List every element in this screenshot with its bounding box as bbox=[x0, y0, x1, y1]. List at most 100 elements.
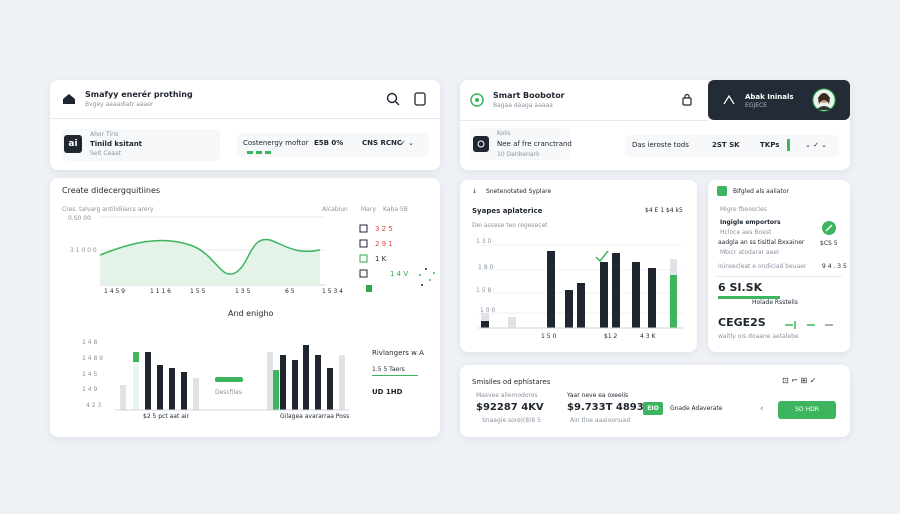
side-item: UD 1HD bbox=[372, 388, 403, 396]
list-item: 3 2 5 bbox=[375, 225, 393, 233]
profile-name: Tinild ksitant bbox=[90, 140, 143, 148]
x-label: 1 3 5 bbox=[235, 288, 251, 295]
profile-name: Nee af fre cranctrand bbox=[497, 140, 572, 148]
side-code: CEGE2S bbox=[718, 316, 766, 329]
side-item: 1.5 5 Taers bbox=[372, 365, 418, 376]
trend-subtitle: Cres. talvarg antilidiiaics arery bbox=[62, 206, 154, 213]
chart-title: Snetenotated Syplare bbox=[486, 188, 552, 195]
lock-icon[interactable] bbox=[682, 93, 692, 106]
profile-box bbox=[62, 129, 220, 161]
y-label: 1 4 5 bbox=[82, 371, 98, 378]
chart-heading: Syapes aplaterice bbox=[472, 207, 543, 215]
summary-value: $9.733T 4893 bbox=[567, 402, 644, 413]
x-label: 1 5 5 bbox=[190, 288, 206, 295]
stat-box bbox=[625, 135, 839, 157]
summary-label: Yaar neve ea oxeeiis bbox=[567, 392, 629, 399]
checklist bbox=[359, 224, 435, 292]
profile-note: 10 Danbenark bbox=[497, 151, 540, 158]
profile-label: Ahor Tiris bbox=[90, 131, 119, 138]
side-card bbox=[708, 180, 850, 352]
chart-total: $4 E 1 $4 k5 bbox=[645, 207, 683, 214]
y-label: 3 1 0 0 0 bbox=[70, 247, 97, 254]
side-big: 6 SI.SK bbox=[718, 281, 763, 294]
legend: Kaba 5B bbox=[383, 206, 408, 213]
summary-title: Smisiles od ephistares bbox=[472, 378, 551, 386]
title: Smart Boobotor bbox=[493, 91, 565, 100]
chart-subtitle: Dei assese teo regesecet bbox=[472, 222, 548, 229]
chart-icon: ↓ bbox=[472, 188, 478, 195]
stat-value: 2ST SK bbox=[712, 141, 740, 149]
account-name: Abak Ininals bbox=[745, 93, 794, 101]
caption: $2 5 pct aat air bbox=[143, 413, 190, 420]
middle-label: Descfiles bbox=[215, 389, 242, 396]
x-label: 4 3 K bbox=[640, 333, 656, 340]
chip-note: Gnade Adaverate bbox=[670, 405, 723, 412]
side-value: 9 4 . 3 5 bbox=[822, 263, 847, 270]
edit-button[interactable] bbox=[822, 221, 836, 235]
trend-title: Create didecergquitiines bbox=[62, 186, 161, 195]
y-label: 4 2 3 bbox=[86, 402, 102, 409]
side-big-note: Holade Rsstelis bbox=[752, 299, 798, 306]
green-mark bbox=[787, 139, 790, 151]
green-bar bbox=[718, 296, 780, 299]
list-item: 2 9 1 bbox=[375, 240, 393, 248]
avatar[interactable] bbox=[812, 88, 836, 112]
x-label: 6 5 bbox=[285, 288, 295, 295]
side-line: aadgla an ss tisitlal Bxxainer bbox=[718, 239, 805, 246]
device-icon[interactable] bbox=[414, 92, 426, 106]
summary-note: Snaagie sore|(8)8 5 bbox=[482, 417, 541, 424]
stat-label: Das ieroste tods bbox=[632, 141, 689, 149]
x-label: 1 4 5 9 bbox=[104, 288, 125, 295]
logo-icon bbox=[470, 93, 484, 107]
divider bbox=[460, 120, 708, 121]
bar-chart bbox=[115, 345, 350, 411]
divider bbox=[50, 118, 440, 119]
summary-note: Ain tlne aaaioonuad bbox=[570, 417, 631, 424]
side-line: Hcloce aes Boest bbox=[720, 229, 772, 236]
stat-code: CNS RCNC bbox=[362, 139, 402, 147]
left-main-card bbox=[50, 178, 440, 437]
stat-label: Costenergy moftor bbox=[243, 139, 309, 147]
side-value: $CS 5 bbox=[820, 240, 838, 247]
action-button[interactable]: SO HDR bbox=[778, 401, 836, 419]
green-dashes bbox=[247, 151, 271, 154]
title: Smafyy enerér prothing bbox=[85, 90, 193, 99]
stat-value: E5B 0% bbox=[314, 139, 344, 147]
profile-label: Kolis bbox=[497, 130, 511, 137]
y-label: 1 0 0 bbox=[480, 307, 496, 314]
divider bbox=[716, 276, 842, 277]
summary-icons[interactable]: ⊡ ⌐ ⊞ ✓ bbox=[782, 376, 817, 385]
side-line: Mbicr atodarar aeel bbox=[720, 249, 779, 256]
side-item: Rivlangers w A bbox=[372, 349, 424, 357]
home-icon bbox=[63, 94, 75, 104]
legend: Mary bbox=[361, 206, 376, 213]
list-item: 1 K bbox=[375, 255, 387, 263]
y-label: 1 4 9 bbox=[82, 386, 98, 393]
back-arrow[interactable]: ‹ bbox=[760, 404, 764, 414]
caption: Gilagea avararraa Poss bbox=[280, 413, 350, 420]
mini-marks bbox=[785, 321, 833, 329]
side-title: Bifgled als aaliator bbox=[733, 188, 790, 195]
chip: EIO bbox=[643, 402, 663, 415]
stat-code: TKPs bbox=[760, 141, 780, 149]
y-label: 1 8 0 bbox=[478, 264, 494, 271]
profile-icon bbox=[473, 136, 489, 152]
ai-badge: ai bbox=[64, 135, 82, 153]
search-icon[interactable] bbox=[386, 92, 400, 106]
side-item: Ingigle emportors bbox=[720, 219, 781, 226]
section-title: And enigho bbox=[228, 309, 274, 318]
stat-icons[interactable]: ⌄ ✓ ⌄ bbox=[805, 141, 828, 149]
stat-icons[interactable]: ✓ ⌄ bbox=[400, 139, 414, 147]
subtitle: Bagaa daaga aaaaa bbox=[493, 102, 553, 109]
bar-chart bbox=[478, 244, 683, 329]
summary-label: Masvee aliemodores bbox=[476, 392, 538, 399]
side-icon bbox=[717, 186, 727, 196]
account-sub: EGJECE bbox=[745, 102, 767, 109]
side-code-note: waitly ois doaane aetalebe bbox=[718, 333, 799, 340]
y-label: 1 4 8 9 bbox=[82, 355, 103, 362]
profile-note: Seit Ceaat bbox=[90, 150, 122, 157]
side-sub: Migre fbeoscles bbox=[720, 206, 767, 213]
y-label: 1 4 8 bbox=[82, 339, 98, 346]
y-label: 1 3 0 bbox=[476, 238, 492, 245]
y-label: 0.S0 00 bbox=[68, 215, 91, 222]
